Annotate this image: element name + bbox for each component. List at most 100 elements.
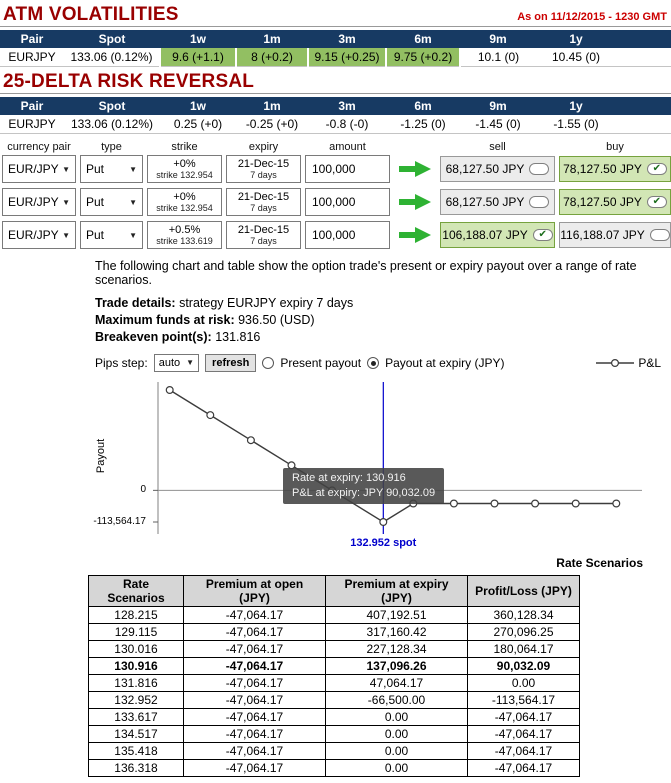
premium-label: 68,127.50 JPY: [445, 162, 525, 176]
sell-quote-toggle[interactable]: 68,127.50 JPY: [440, 156, 555, 182]
scenario-cell: 134.517: [88, 724, 184, 743]
scenario-cell: 47,064.17: [325, 673, 468, 692]
payout-at-expiry-radio[interactable]: [367, 356, 380, 369]
checked-toggle-icon[interactable]: ✔: [532, 229, 553, 241]
max-funds-value: 936.50 (USD): [238, 312, 315, 327]
strike-button[interactable]: +0% strike 132.954: [147, 188, 222, 216]
legend-line-marker-icon: [596, 358, 635, 367]
rr-table-header-row: Pair Spot 1w 1m 3m 6m 9m 1y: [0, 97, 671, 115]
currency-pair-select[interactable]: EUR/JPY ▼: [2, 221, 76, 249]
data-point-marker: [490, 499, 499, 508]
option-type-select[interactable]: Put ▼: [80, 155, 143, 183]
scenario-cell: -47,064.17: [183, 605, 326, 624]
data-point-marker: [206, 410, 215, 419]
option-leg-row: EUR/JPY ▼ Put ▼ +0% strike 132.954 21-Dec-15 7 …: [2, 155, 671, 183]
unchecked-toggle-icon[interactable]: [649, 229, 670, 241]
scenario-cell: -47,064.17: [467, 707, 580, 726]
pips-step-select[interactable]: auto ▼: [153, 353, 200, 372]
buy-quote-toggle[interactable]: 78,127.50 JPY ✔: [559, 156, 671, 182]
data-point-marker: [165, 385, 174, 394]
scenario-cell: -47,064.17: [467, 724, 580, 743]
col-header-1w: 1w: [160, 30, 236, 48]
pair-cell: EURJPY: [0, 48, 64, 67]
scenario-cell: -47,064.17: [183, 707, 326, 726]
scenario-row: 134.517 -47,064.17 0.00 -47,064.17: [88, 724, 580, 743]
expiry-button[interactable]: 21-Dec-15 7 days: [226, 188, 301, 216]
expiry-button[interactable]: 21-Dec-15 7 days: [226, 221, 301, 249]
strike-button-detail: strike 133.619: [156, 236, 213, 247]
option-type-select[interactable]: Put ▼: [80, 221, 143, 249]
scenarios-col-header: Premium at open (JPY): [183, 574, 326, 607]
scenario-cell: -47,064.17: [183, 741, 326, 760]
builder-rows: EUR/JPY ▼ Put ▼ +0% strike 132.954 21-Dec-15 7 …: [2, 155, 671, 249]
scenario-cell: -47,064.17: [183, 690, 326, 709]
scenarios-header-row: Rate Scenarios Premium at open (JPY) Premi…: [88, 574, 580, 607]
currency-pair-select[interactable]: EUR/JPY ▼: [2, 188, 76, 216]
builder-col-header-amount: amount: [329, 141, 366, 153]
pair-cell: EURJPY: [0, 115, 64, 134]
payout-chart: Payout 0 -113,564.17 Rate at expiry: 130…: [0, 381, 671, 556]
spot-cell: 133.06 (0.12%): [64, 48, 160, 67]
chevron-down-icon: ▼: [62, 164, 70, 174]
expiry-button[interactable]: 21-Dec-15 7 days: [226, 155, 301, 183]
scenarios-col-header: Rate Scenarios: [88, 574, 184, 607]
breakeven-label: Breakeven point(s):: [95, 329, 212, 344]
scenario-cell: 0.00: [325, 741, 468, 760]
scenarios-col-header: Profit/Loss (JPY): [467, 574, 580, 607]
strike-button[interactable]: +0.5% strike 133.619: [147, 221, 222, 249]
col-header-pair: Pair: [0, 97, 64, 115]
buy-quote-toggle[interactable]: 116,188.07 JPY: [559, 222, 671, 248]
scenario-cell: 227,128.34: [325, 639, 468, 658]
checked-toggle-icon[interactable]: ✔: [646, 163, 667, 175]
scenario-cell: 129.115: [88, 622, 184, 641]
scenarios-body: 128.215 -47,064.17 407,192.51 360,128.34 129…: [88, 605, 580, 777]
col-header-spot: Spot: [64, 30, 160, 48]
scenario-cell: 130.916: [88, 656, 184, 675]
unchecked-toggle-icon[interactable]: [529, 163, 550, 175]
option-leg-row: EUR/JPY ▼ Put ▼ +0.5% strike 133.619 21-Dec-15…: [2, 221, 671, 249]
unchecked-toggle-icon[interactable]: [529, 196, 550, 208]
currency-pair-select[interactable]: EUR/JPY ▼: [2, 155, 76, 183]
scenario-cell: 131.816: [88, 673, 184, 692]
tenor-value-cell: 9.6 (+1.1): [159, 48, 237, 67]
col-header-3m: 3m: [308, 30, 386, 48]
atm-header-row: ATM VOLATILITIES As on 11/12/2015 - 1230…: [0, 2, 671, 27]
scenario-cell: 130.016: [88, 639, 184, 658]
buy-quote-toggle[interactable]: 78,127.50 JPY ✔: [559, 189, 671, 215]
amount-input[interactable]: [305, 155, 390, 183]
strike-button-value: +0%: [173, 157, 196, 170]
trade-details-line: Trade details: strategy EURJPY expiry 7 …: [95, 295, 671, 312]
tooltip-rate-line: Rate at expiry: 130.916: [292, 471, 406, 484]
data-point-marker: [612, 499, 621, 508]
scenario-cell: -113,564.17: [467, 690, 580, 709]
col-header-9m: 9m: [460, 97, 536, 115]
scenario-cell: 136.318: [88, 758, 184, 777]
amount-input[interactable]: [305, 221, 390, 249]
atm-volatilities-table: Pair Spot 1w 1m 3m 6m 9m 1y EURJPY 133.06 (0.12%…: [0, 30, 671, 67]
scenario-row: 132.952 -47,064.17 -66,500.00 -113,564.17: [88, 690, 580, 709]
option-type-select[interactable]: Put ▼: [80, 188, 143, 216]
sell-quote-toggle[interactable]: 106,188.07 JPY ✔: [440, 222, 555, 248]
sell-quote-toggle[interactable]: 68,127.50 JPY: [440, 189, 555, 215]
premium-label: 78,127.50 JPY: [563, 195, 642, 209]
tenor-value-cell: 8 (+0.2): [235, 48, 309, 67]
amount-input[interactable]: [305, 188, 390, 216]
present-payout-radio[interactable]: [262, 356, 275, 369]
strike-button[interactable]: +0% strike 132.954: [147, 155, 222, 183]
option-type-select-value: Put: [86, 195, 105, 209]
risk-reversal-title: 25-DELTA RISK REVERSAL: [3, 71, 255, 92]
expiry-button-value: 21-Dec-15: [237, 190, 290, 203]
scenario-cell: -47,064.17: [183, 673, 326, 692]
checked-toggle-icon[interactable]: ✔: [646, 196, 667, 208]
tenor-value-cell: -0.25 (+0): [236, 115, 308, 134]
builder-col-header-buy: buy: [606, 141, 624, 153]
breakeven-line: Breakeven point(s): 131.816: [95, 329, 671, 346]
scenario-cell: 0.00: [467, 673, 580, 692]
premium-label: 68,127.50 JPY: [445, 195, 525, 209]
builder-col-header-spacer: [394, 141, 436, 153]
col-header-1m: 1m: [236, 97, 308, 115]
refresh-button[interactable]: refresh: [205, 353, 257, 372]
currency-pair-select-value: EUR/JPY: [8, 162, 59, 176]
scenario-cell: -47,064.17: [183, 758, 326, 777]
green-arrow-icon: [394, 227, 436, 243]
